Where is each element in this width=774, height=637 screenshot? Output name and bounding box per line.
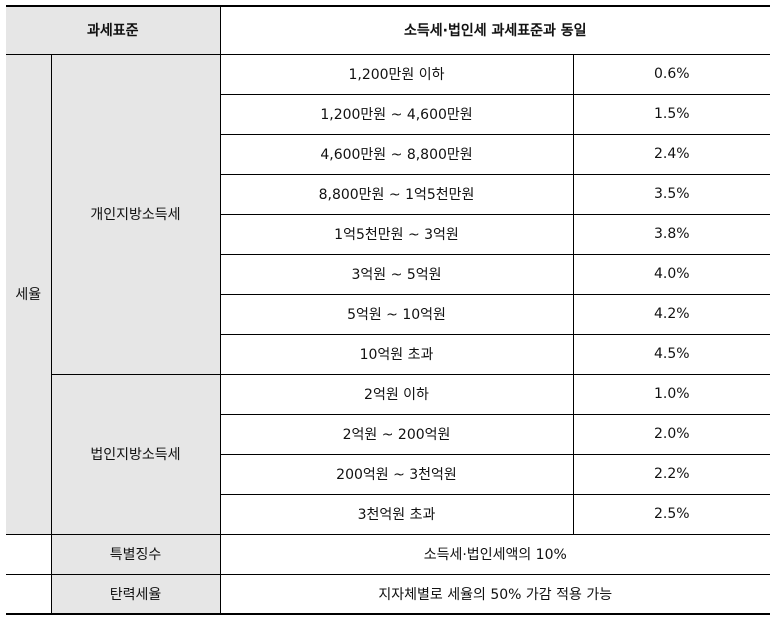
individual-tax-label: 개인지방소득세 xyxy=(50,53,221,375)
table-row: 세율 개인지방소득세 1,200만원 이하 0.6% xyxy=(6,53,771,535)
individual-rate-2: 1.5% xyxy=(572,93,771,135)
individual-rate-7: 4.2% xyxy=(572,293,771,335)
table-row: 5억원 ~ 10억원 4.2% xyxy=(6,293,771,335)
individual-rate-6: 4.0% xyxy=(572,253,771,295)
individual-rate-1: 0.6% xyxy=(572,53,771,95)
individual-bracket-2: 1,200만원 ~ 4,600만원 xyxy=(220,93,574,135)
header-tax-base-value: 소득세·법인세 과세표준과 동일 xyxy=(219,5,771,55)
corporate-bracket-3: 200억원 ~ 3천억원 xyxy=(220,453,574,495)
table-row: 탄력세율 지자체별로 세율의 50% 가감 적용 가능 xyxy=(6,573,771,615)
corporate-rate-4: 2.5% xyxy=(572,493,771,535)
individual-bracket-5: 1억5천만원 ~ 3억원 xyxy=(220,213,574,255)
table-row: 10억원 초과 4.5% xyxy=(6,333,771,375)
individual-bracket-6: 3억원 ~ 5억원 xyxy=(220,253,574,295)
corporate-tax-label: 법인지방소득세 xyxy=(51,373,221,535)
corporate-rate-3: 2.2% xyxy=(572,453,771,495)
flexible-rate-value: 지자체별로 세율의 50% 가감 적용 가능 xyxy=(219,573,771,615)
table-header-row: 과세표준 소득세·법인세 과세표준과 동일 xyxy=(6,5,771,55)
individual-rate-3: 2.4% xyxy=(572,133,771,175)
individual-rate-5: 3.8% xyxy=(572,213,771,255)
table-row: 법인지방소득세 2억원 이하 1.0% xyxy=(6,373,771,535)
header-tax-base-label: 과세표준 xyxy=(6,5,221,55)
table-row: 특별징수 소득세·법인세액의 10% xyxy=(6,533,771,575)
rate-group-label: 세율 xyxy=(6,53,52,535)
flexible-rate-label: 탄력세율 xyxy=(50,573,221,615)
individual-bracket-7: 5억원 ~ 10억원 xyxy=(220,293,574,335)
corporate-bracket-2: 2억원 ~ 200억원 xyxy=(220,413,574,455)
individual-bracket-4: 8,800만원 ~ 1억5천만원 xyxy=(220,173,574,215)
special-withholding-value: 소득세·법인세액의 10% xyxy=(219,533,771,575)
individual-bracket-1: 1,200만원 이하 xyxy=(219,53,574,95)
individual-bracket-8: 10억원 초과 xyxy=(220,333,574,375)
individual-rate-4: 3.5% xyxy=(572,173,771,215)
corporate-rate-2: 2.0% xyxy=(572,413,771,455)
individual-rate-8: 4.5% xyxy=(572,333,771,375)
table-row: 200억원 ~ 3천억원 2.2% xyxy=(6,453,771,495)
tax-rate-table: 과세표준 소득세·법인세 과세표준과 동일 세율 개인지방소득세 1,200만원… xyxy=(6,5,771,615)
empty-corner-cell xyxy=(6,533,52,575)
corporate-bracket-1: 2억원 이하 xyxy=(219,373,574,415)
table-row: 3억원 ~ 5억원 4.0% xyxy=(6,253,771,295)
table-row: 2억원 ~ 200억원 2.0% xyxy=(6,413,771,455)
corporate-bracket-4: 3천억원 초과 xyxy=(220,493,574,535)
table-row: 1억5천만원 ~ 3억원 3.8% xyxy=(6,213,771,255)
special-withholding-label: 특별징수 xyxy=(50,533,221,575)
empty-corner-cell xyxy=(6,573,52,615)
corporate-rate-1: 1.0% xyxy=(572,373,771,415)
table-row: 1,200만원 ~ 4,600만원 1.5% xyxy=(6,93,771,135)
individual-bracket-3: 4,600만원 ~ 8,800만원 xyxy=(220,133,574,175)
